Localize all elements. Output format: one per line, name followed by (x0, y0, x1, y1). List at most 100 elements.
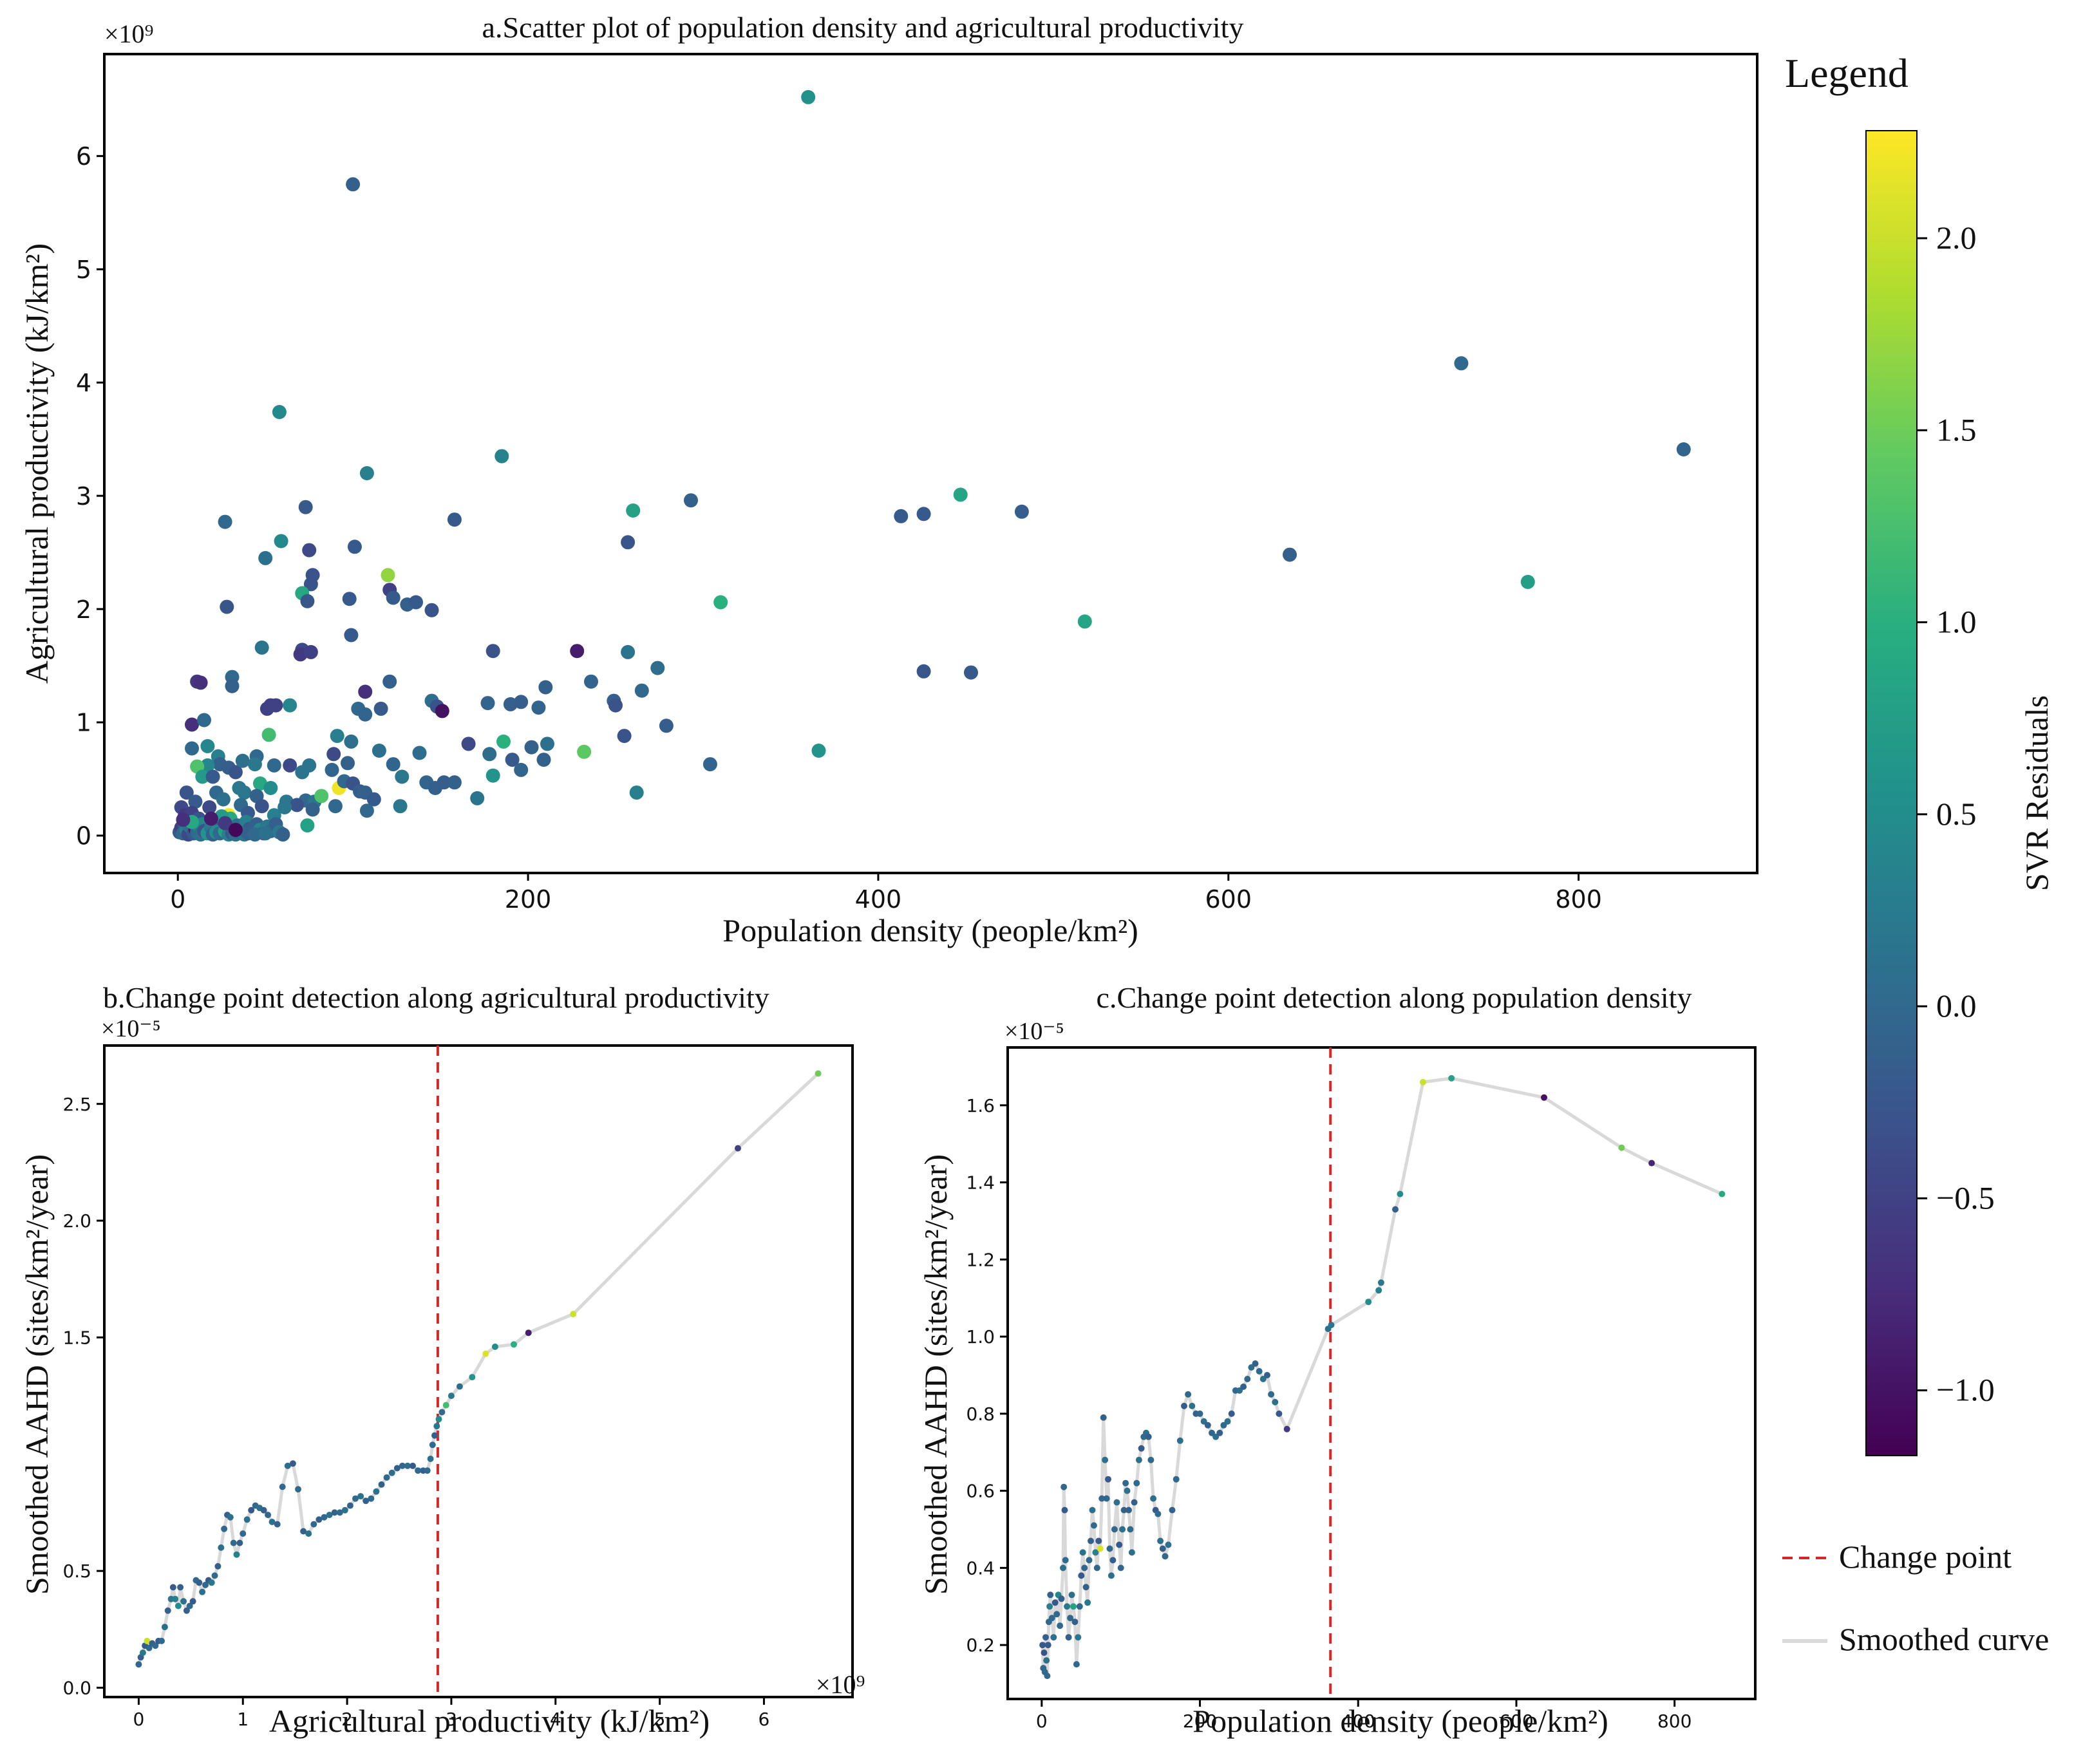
data-point (359, 466, 374, 480)
data-point (366, 792, 381, 807)
data-point (1541, 1094, 1547, 1101)
x-tick-label: 600 (1499, 1711, 1533, 1732)
data-point (427, 1456, 434, 1462)
data-point (1100, 1414, 1107, 1421)
x-tick-label: 0 (133, 1709, 144, 1730)
data-point (702, 757, 717, 772)
data-point (894, 509, 909, 523)
data-point (1078, 1572, 1085, 1579)
data-point (1086, 1557, 1093, 1564)
data-point (1272, 1398, 1279, 1405)
x-tick-label: 5 (654, 1709, 666, 1730)
data-point (267, 758, 281, 773)
data-point (1062, 1557, 1069, 1564)
colorbar (1865, 130, 1918, 1456)
data-point (1185, 1391, 1192, 1398)
data-point (431, 1432, 438, 1439)
data-point (185, 741, 199, 756)
panel-a-ylabel: Agricultural productivity (kJ/km²) (19, 243, 55, 684)
data-point (328, 799, 343, 814)
panel-b-frame (103, 1044, 854, 1698)
data-point (1058, 1595, 1065, 1602)
data-point (514, 762, 529, 777)
data-point (202, 800, 217, 814)
data-point (1283, 1425, 1290, 1432)
data-point (1264, 1372, 1270, 1378)
data-point (1075, 1634, 1082, 1641)
data-point (305, 1530, 312, 1537)
data-point (577, 744, 592, 759)
data-point (469, 1374, 476, 1381)
y-tick-label: 4 (76, 369, 91, 397)
data-point (1014, 504, 1029, 519)
panel-c-ticks: 0 200 400 600 800 0.2 0.4 0.6 0.8 1.0 1.2 1.4 1.6 (966, 1095, 1692, 1732)
data-point (1375, 1287, 1382, 1294)
panel-b-x-offset: ×10⁹ (816, 1670, 865, 1699)
data-point (1122, 1479, 1129, 1487)
y-tick-label: 1.2 (966, 1249, 995, 1270)
colorbar-tick-label: −0.5 (1936, 1179, 1995, 1215)
data-point (461, 737, 476, 751)
data-point (415, 1467, 422, 1474)
data-point (1216, 1429, 1223, 1436)
data-point (336, 1509, 343, 1516)
data-point (570, 644, 585, 659)
data-point (274, 1521, 281, 1528)
data-point (254, 640, 269, 655)
data-point (1259, 1376, 1267, 1382)
data-point (382, 674, 397, 689)
data-point (1060, 1483, 1068, 1490)
data-point (485, 768, 500, 783)
data-point (570, 1311, 577, 1318)
data-point (1084, 1599, 1091, 1606)
data-point (284, 1462, 291, 1469)
data-point (1283, 547, 1297, 562)
data-point (412, 746, 427, 760)
data-point (344, 628, 359, 643)
colorbar-tick-label: 1.0 (1936, 604, 1977, 640)
data-point (358, 707, 373, 722)
data-point (1145, 1433, 1152, 1440)
data-point (386, 757, 401, 772)
smoothed-curve-line (1041, 1076, 1723, 1678)
data-point (1448, 1074, 1455, 1082)
y-tick-label: 5 (76, 256, 91, 284)
data-point (540, 737, 554, 751)
data-point (227, 1514, 234, 1521)
data-point (480, 696, 495, 711)
panel-b-title: b.Change point detection along agricultu… (103, 981, 769, 1014)
panel-b-ylabel: Smoothed AAHD (sites/km²/year) (19, 1154, 55, 1595)
data-point (1107, 1572, 1115, 1579)
data-point (1159, 1545, 1166, 1552)
y-tick-label: 0.5 (62, 1561, 91, 1582)
x-tick-label: 200 (505, 885, 552, 914)
data-point (289, 1460, 296, 1467)
data-point (341, 756, 355, 771)
data-point (399, 1462, 406, 1469)
data-point (290, 798, 305, 812)
data-point (659, 718, 674, 733)
data-point (470, 791, 485, 805)
data-point (1454, 356, 1469, 371)
panel-a-y-offset: ×10⁹ (104, 19, 154, 48)
data-point (1133, 1479, 1140, 1487)
data-point (1719, 1190, 1726, 1197)
data-point (1070, 1603, 1077, 1610)
data-point (1113, 1499, 1120, 1506)
data-point (230, 1539, 237, 1546)
data-point (197, 713, 211, 727)
panel-b-line: b.Change point detection along agricultu… (19, 981, 865, 1739)
legend-change-point-label: Change point (1839, 1539, 2012, 1575)
data-point (1106, 1545, 1113, 1552)
data-point (1105, 1476, 1111, 1483)
x-tick-label: 800 (1657, 1711, 1692, 1732)
data-point (179, 785, 194, 800)
data-point (247, 757, 262, 772)
data-point (495, 449, 509, 464)
data-point (228, 823, 243, 838)
x-tick-label: 800 (1555, 885, 1602, 914)
data-point (1109, 1557, 1117, 1564)
data-point (525, 1329, 532, 1337)
y-tick-label: 1.5 (62, 1327, 91, 1348)
data-point (342, 592, 357, 606)
